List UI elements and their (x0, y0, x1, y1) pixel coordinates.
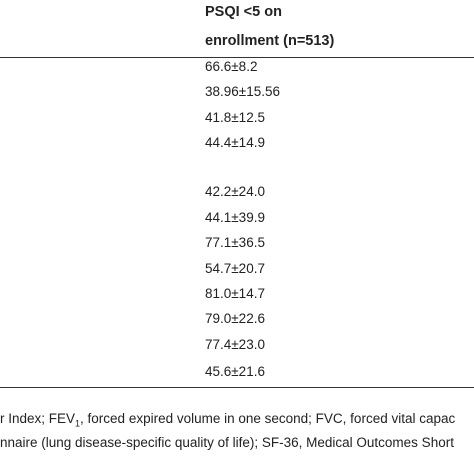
footnote-subscript: 1 (75, 418, 81, 429)
column-header: PSQI <5 on (205, 4, 282, 20)
column-header: enrollment (n=513) (205, 33, 335, 49)
footnote-text: , forced expired volume in one second; F… (80, 411, 456, 426)
table-cell: 45.6±21.6 (205, 364, 265, 379)
table-cell: 54.7±20.7 (205, 261, 265, 276)
table-cell: 79.0±22.6 (205, 311, 265, 326)
footnote-line: r Index; FEV1, forced expired volume in … (0, 411, 455, 429)
table-cell: 81.0±14.7 (205, 286, 265, 301)
table-cell: 77.1±36.5 (205, 235, 265, 250)
table-cell: 44.4±14.9 (205, 135, 265, 150)
table-cell: 77.4±23.0 (205, 337, 265, 352)
table-cell: 66.6±8.2 (205, 59, 258, 74)
header-rule (0, 57, 474, 58)
footnote-line: nnaire (lung disease-specific quality of… (0, 435, 454, 450)
table-cell: 38.96±15.56 (205, 84, 280, 99)
bottom-rule (0, 387, 474, 388)
table-cell: 42.2±24.0 (205, 184, 265, 199)
table-cell: 41.8±12.5 (205, 110, 265, 125)
table-cell: 44.1±39.9 (205, 210, 265, 225)
footnote-text: r Index; FEV (0, 411, 76, 426)
